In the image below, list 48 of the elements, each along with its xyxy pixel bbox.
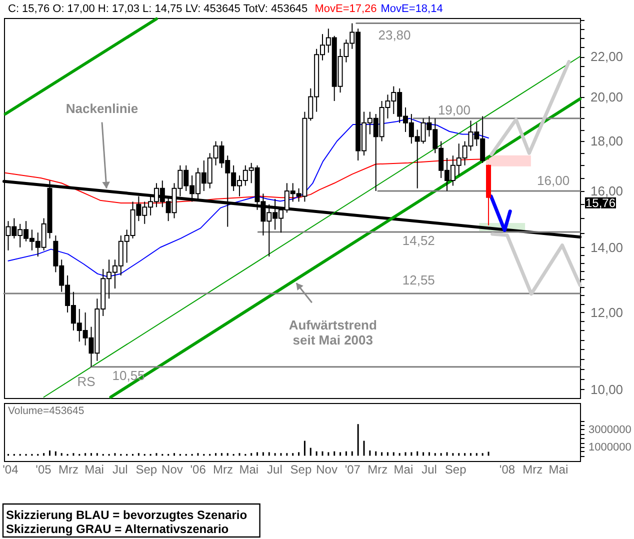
- annotation: Nackenlinie: [66, 101, 138, 116]
- annotation: 19,00: [438, 102, 470, 118]
- x-tick-label: '06: [190, 462, 206, 476]
- line-series: [490, 60, 571, 156]
- x-tick-label: Jul: [267, 462, 282, 476]
- x-tick-label: Jul: [422, 462, 437, 476]
- text: 15,76: [585, 196, 616, 210]
- chart-title: Volume=453645: [8, 405, 84, 417]
- x-tick-label: Sep: [136, 462, 158, 476]
- x-tick-label: Nov: [316, 462, 338, 476]
- x-tick-label: Mrz: [213, 462, 234, 476]
- y-tick-label: 18,00: [590, 134, 624, 149]
- x-tick-label: '07: [344, 462, 361, 476]
- y-tick-label: 22,00: [590, 49, 624, 64]
- x-tick-label: '05: [36, 462, 52, 476]
- text: MovE=18,14: [380, 3, 443, 15]
- x-tick-label: Nov: [162, 462, 183, 476]
- x-tick-label: Sep: [444, 462, 467, 476]
- y-tick-label: 10,00: [590, 382, 624, 397]
- line-series: [490, 232, 582, 296]
- annotation: 12,55: [402, 272, 435, 288]
- y-tick-label: 16,00: [590, 183, 624, 198]
- chart-title: C: 15,76 O: 17,00 H: 17,03 L: 14,75 LV: 453645 TotV: 453645: [8, 3, 308, 15]
- x-tick-label: '08: [499, 462, 516, 476]
- y-tick-label: 1000000: [588, 441, 632, 454]
- y-tick-label: 3000000: [588, 424, 632, 436]
- annotation: Aufwärtstrend seit Mai 2003: [288, 318, 378, 348]
- text: Skizzierung GRAU = Alternativszenario: [6, 522, 229, 536]
- annotation: 16,00: [537, 172, 570, 188]
- x-tick-label: Mrz: [58, 462, 78, 476]
- annotation: 10,55: [112, 368, 145, 383]
- x-tick-label: Mrz: [522, 462, 543, 476]
- annotation: RS: [77, 374, 96, 389]
- x-tick-label: Mai: [239, 462, 259, 476]
- y-tick-label: 14,00: [590, 240, 624, 255]
- x-tick-label: Mai: [548, 462, 568, 476]
- text: Skizzierung BLAU = bevorzugtes Szenario: [6, 508, 248, 522]
- x-tick-label: Mai: [394, 462, 414, 476]
- x-tick-label: Jul: [112, 462, 128, 476]
- annotation: 23,80: [378, 27, 411, 42]
- annotation: 14,52: [402, 232, 435, 248]
- x-tick-label: Mai: [84, 462, 104, 476]
- x-tick-label: Mrz: [368, 462, 388, 476]
- y-tick-label: 12,00: [590, 304, 624, 320]
- y-tick-label: 20,00: [590, 89, 624, 104]
- x-tick-label: '04: [2, 462, 19, 476]
- x-tick-label: Sep: [290, 462, 312, 476]
- text: MovE=17,26: [314, 3, 377, 15]
